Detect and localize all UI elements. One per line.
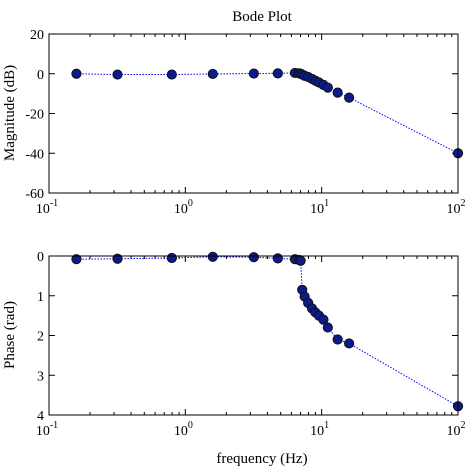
phase-ytick-label: 0 — [37, 250, 44, 265]
magnitude-ticks: 10-1 100 101 102 20 0 -20 -40 -60 — [25, 28, 465, 217]
frequency-xlabel: frequency (Hz) — [216, 451, 307, 467]
phase-data-point — [71, 254, 82, 265]
phase-ytick-label: 2 — [37, 330, 44, 345]
magnitude-xtick-label: 102 — [447, 198, 466, 217]
magnitude-data-point — [207, 68, 218, 80]
phase-series-line — [76, 256, 459, 407]
magnitude-axes-box — [48, 33, 459, 194]
magnitude-data-point — [332, 87, 343, 98]
phase-xtick-label: 101 — [310, 420, 329, 439]
phase-ytick-label: 4 — [37, 409, 44, 424]
magnitude-ytick-label: -20 — [25, 108, 44, 123]
phase-series — [71, 251, 464, 412]
magnitude-data-point — [248, 68, 259, 79]
magnitude-xtick-label: 100 — [174, 198, 193, 217]
magnitude-panel: Bode Plot 10-1 100 101 102 20 0 -20 -40 -60 Magn… — [2, 9, 466, 217]
magnitude-ytick-label: -60 — [25, 187, 44, 202]
magnitude-xtick-label: 10-1 — [36, 198, 58, 217]
phase-ytick-label: 3 — [37, 369, 44, 384]
magnitude-ylabel: Magnitude (dB) — [2, 65, 18, 161]
phase-data-point — [248, 252, 259, 263]
magnitude-xtick-label: 101 — [310, 198, 329, 217]
phase-data-point — [332, 334, 343, 345]
magnitude-series-line — [76, 72, 459, 154]
phase-panel: 10-1 100 101 102 0 1 2 3 4 Phase (rad) frequency… — [2, 250, 466, 467]
phase-data-point — [295, 255, 306, 266]
magnitude-ytick-label: 0 — [37, 68, 44, 83]
magnitude-data-point — [344, 92, 355, 103]
phase-xtick-label: 100 — [174, 420, 193, 439]
magnitude-ytick-label: 20 — [30, 28, 44, 43]
magnitude-data-point — [272, 68, 283, 79]
magnitude-data-point — [112, 69, 123, 80]
phase-data-point — [318, 314, 329, 325]
phase-data-point — [166, 252, 177, 264]
magnitude-ytick-label: -40 — [25, 147, 44, 162]
phase-ytick-label: 1 — [37, 290, 44, 305]
phase-data-point — [272, 253, 283, 264]
phase-ylabel: Phase (rad) — [2, 301, 18, 369]
phase-ticks: 10-1 100 101 102 0 1 2 3 4 — [36, 250, 466, 439]
magnitude-series — [71, 67, 464, 159]
phase-xtick-label: 102 — [447, 420, 466, 439]
phase-xtick-label: 10-1 — [36, 420, 58, 439]
phase-data-point — [344, 338, 355, 349]
magnitude-data-point — [322, 82, 333, 93]
chart-title: Bode Plot — [232, 9, 292, 25]
magnitude-data-point — [71, 68, 82, 79]
phase-data-point — [322, 322, 333, 333]
phase-axes-box — [48, 255, 459, 416]
magnitude-data-point — [166, 69, 177, 80]
phase-data-point — [207, 251, 218, 262]
